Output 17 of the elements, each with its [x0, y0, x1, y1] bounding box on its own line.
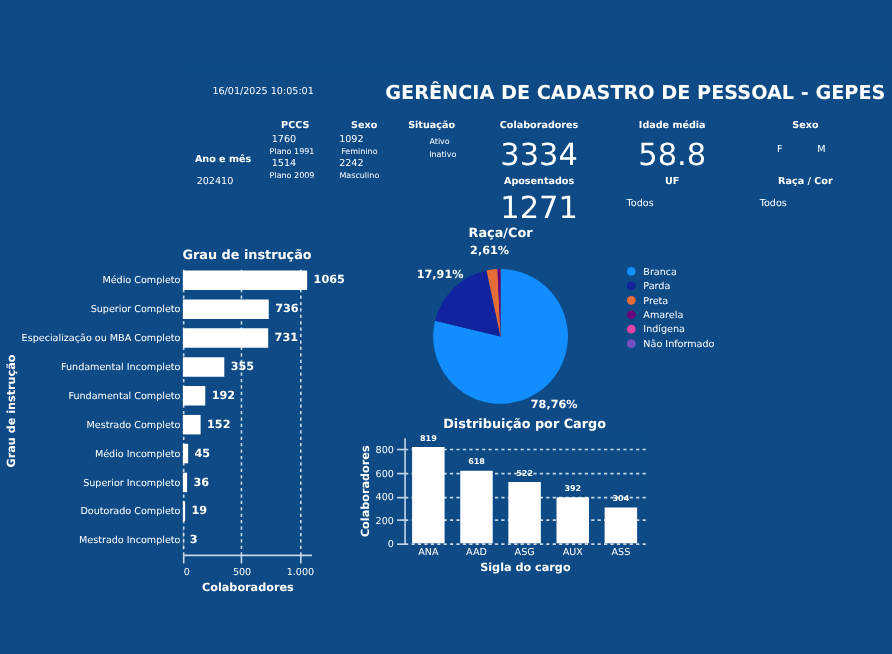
bar [604, 507, 638, 544]
bar [182, 328, 269, 348]
bar [508, 481, 541, 544]
bar [182, 443, 189, 464]
bar [182, 270, 308, 291]
text: GERÊNCIA DE CADASTRO DE PESSOAL - GEPES [385, 80, 886, 105]
bar [182, 414, 201, 435]
bar [182, 472, 188, 493]
text: 3334 [500, 136, 578, 173]
bar [182, 299, 269, 319]
bar [412, 447, 445, 544]
text: 58.8 [638, 136, 707, 173]
bar [556, 497, 589, 544]
bar [182, 357, 225, 377]
bar [460, 470, 493, 544]
text: 1271 [500, 189, 578, 226]
bar [182, 386, 206, 406]
